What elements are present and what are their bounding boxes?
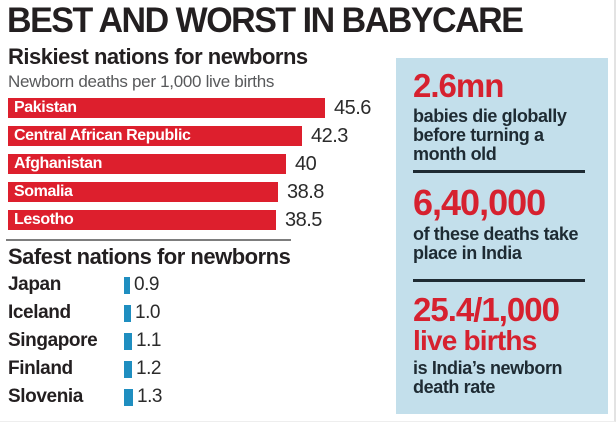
riskiest-bar-chart: Pakistan 45.6 Central African Republic 42.3… (8, 96, 390, 238)
country-label: Afghanistan (14, 155, 103, 172)
stat-figure: 25.4/1,000 (413, 291, 560, 328)
stat-description: babies die globally before turning a mon… (413, 106, 567, 164)
value-label: 45.6 (334, 96, 371, 119)
stat-description: of these deaths take place in India (413, 224, 579, 263)
safe-bar (124, 360, 132, 378)
value-label: 1.3 (137, 386, 162, 407)
value-label: 1.1 (136, 330, 161, 351)
stat-figure: 6,40,000 (413, 182, 546, 223)
value-label: 1.2 (136, 358, 161, 379)
stat-global-deaths: 2.6mn babies die globally before turning… (413, 69, 590, 164)
safe-bar-row: Slovenia 1.3 (8, 386, 390, 407)
country-label: Pakistan (14, 99, 77, 116)
safe-bar-row: Finland 1.2 (8, 358, 390, 379)
country-label: Slovenia (8, 386, 83, 407)
risk-bar-row: Pakistan 45.6 (8, 96, 390, 119)
risk-bar: Central African Republic (8, 126, 302, 146)
country-label: Iceland (8, 302, 71, 323)
country-label: Lesotho (14, 211, 74, 228)
risk-bar: Pakistan (8, 98, 325, 118)
country-label: Somalia (14, 183, 73, 200)
risk-bar-row: Afghanistan 40 (8, 152, 390, 175)
page-title: BEST AND WORST IN BABYCARE (7, 1, 524, 40)
section-divider (6, 239, 291, 241)
value-label: 40 (295, 152, 317, 175)
stat-india-rate: 25.4/1,000 live births is India’s newbor… (413, 293, 590, 397)
panel-divider (413, 279, 585, 282)
riskiest-heading: Riskiest nations for newborns (8, 44, 308, 69)
safe-bar-row: Iceland 1.0 (8, 302, 390, 323)
risk-bar-row: Somalia 38.8 (8, 180, 390, 203)
risk-bar: Somalia (8, 182, 278, 202)
value-label: 42.3 (311, 124, 348, 147)
safe-bar-row: Japan 0.9 (8, 274, 390, 295)
safe-bar-row: Singapore 1.1 (8, 330, 390, 351)
value-label: 38.5 (285, 208, 322, 231)
safe-bar (124, 388, 133, 406)
risk-bar-row: Central African Republic 42.3 (8, 124, 390, 147)
safest-heading: Safest nations for newborns (8, 244, 291, 269)
india-stats-panel: 2.6mn babies die globally before turning… (396, 58, 608, 414)
stat-description: is India’s newborn death rate (413, 358, 563, 397)
riskiest-units-label: Newborn deaths per 1,000 live births (8, 72, 275, 91)
country-label: Japan (8, 274, 61, 295)
risk-bar: Lesotho (8, 210, 276, 230)
risk-bar: Afghanistan (8, 154, 286, 174)
stat-figure: 2.6mn (413, 67, 504, 104)
country-label: Singapore (8, 330, 98, 351)
country-label: Central African Republic (14, 127, 191, 144)
safe-bar (124, 304, 131, 322)
value-label: 0.9 (134, 274, 159, 295)
safest-bar-chart: Japan 0.9 Iceland 1.0 Singapore 1.1 Finland 1.2… (8, 274, 390, 415)
safe-bar (124, 276, 130, 294)
country-label: Finland (8, 358, 73, 379)
stat-india-deaths: 6,40,000 of these deaths take place in I… (413, 184, 590, 263)
value-label: 38.8 (287, 180, 324, 203)
safe-bar (124, 332, 132, 350)
stat-figure-line2: live births (413, 325, 537, 356)
value-label: 1.0 (135, 302, 160, 323)
risk-bar-row: Lesotho 38.5 (8, 208, 390, 231)
panel-divider (413, 170, 585, 173)
